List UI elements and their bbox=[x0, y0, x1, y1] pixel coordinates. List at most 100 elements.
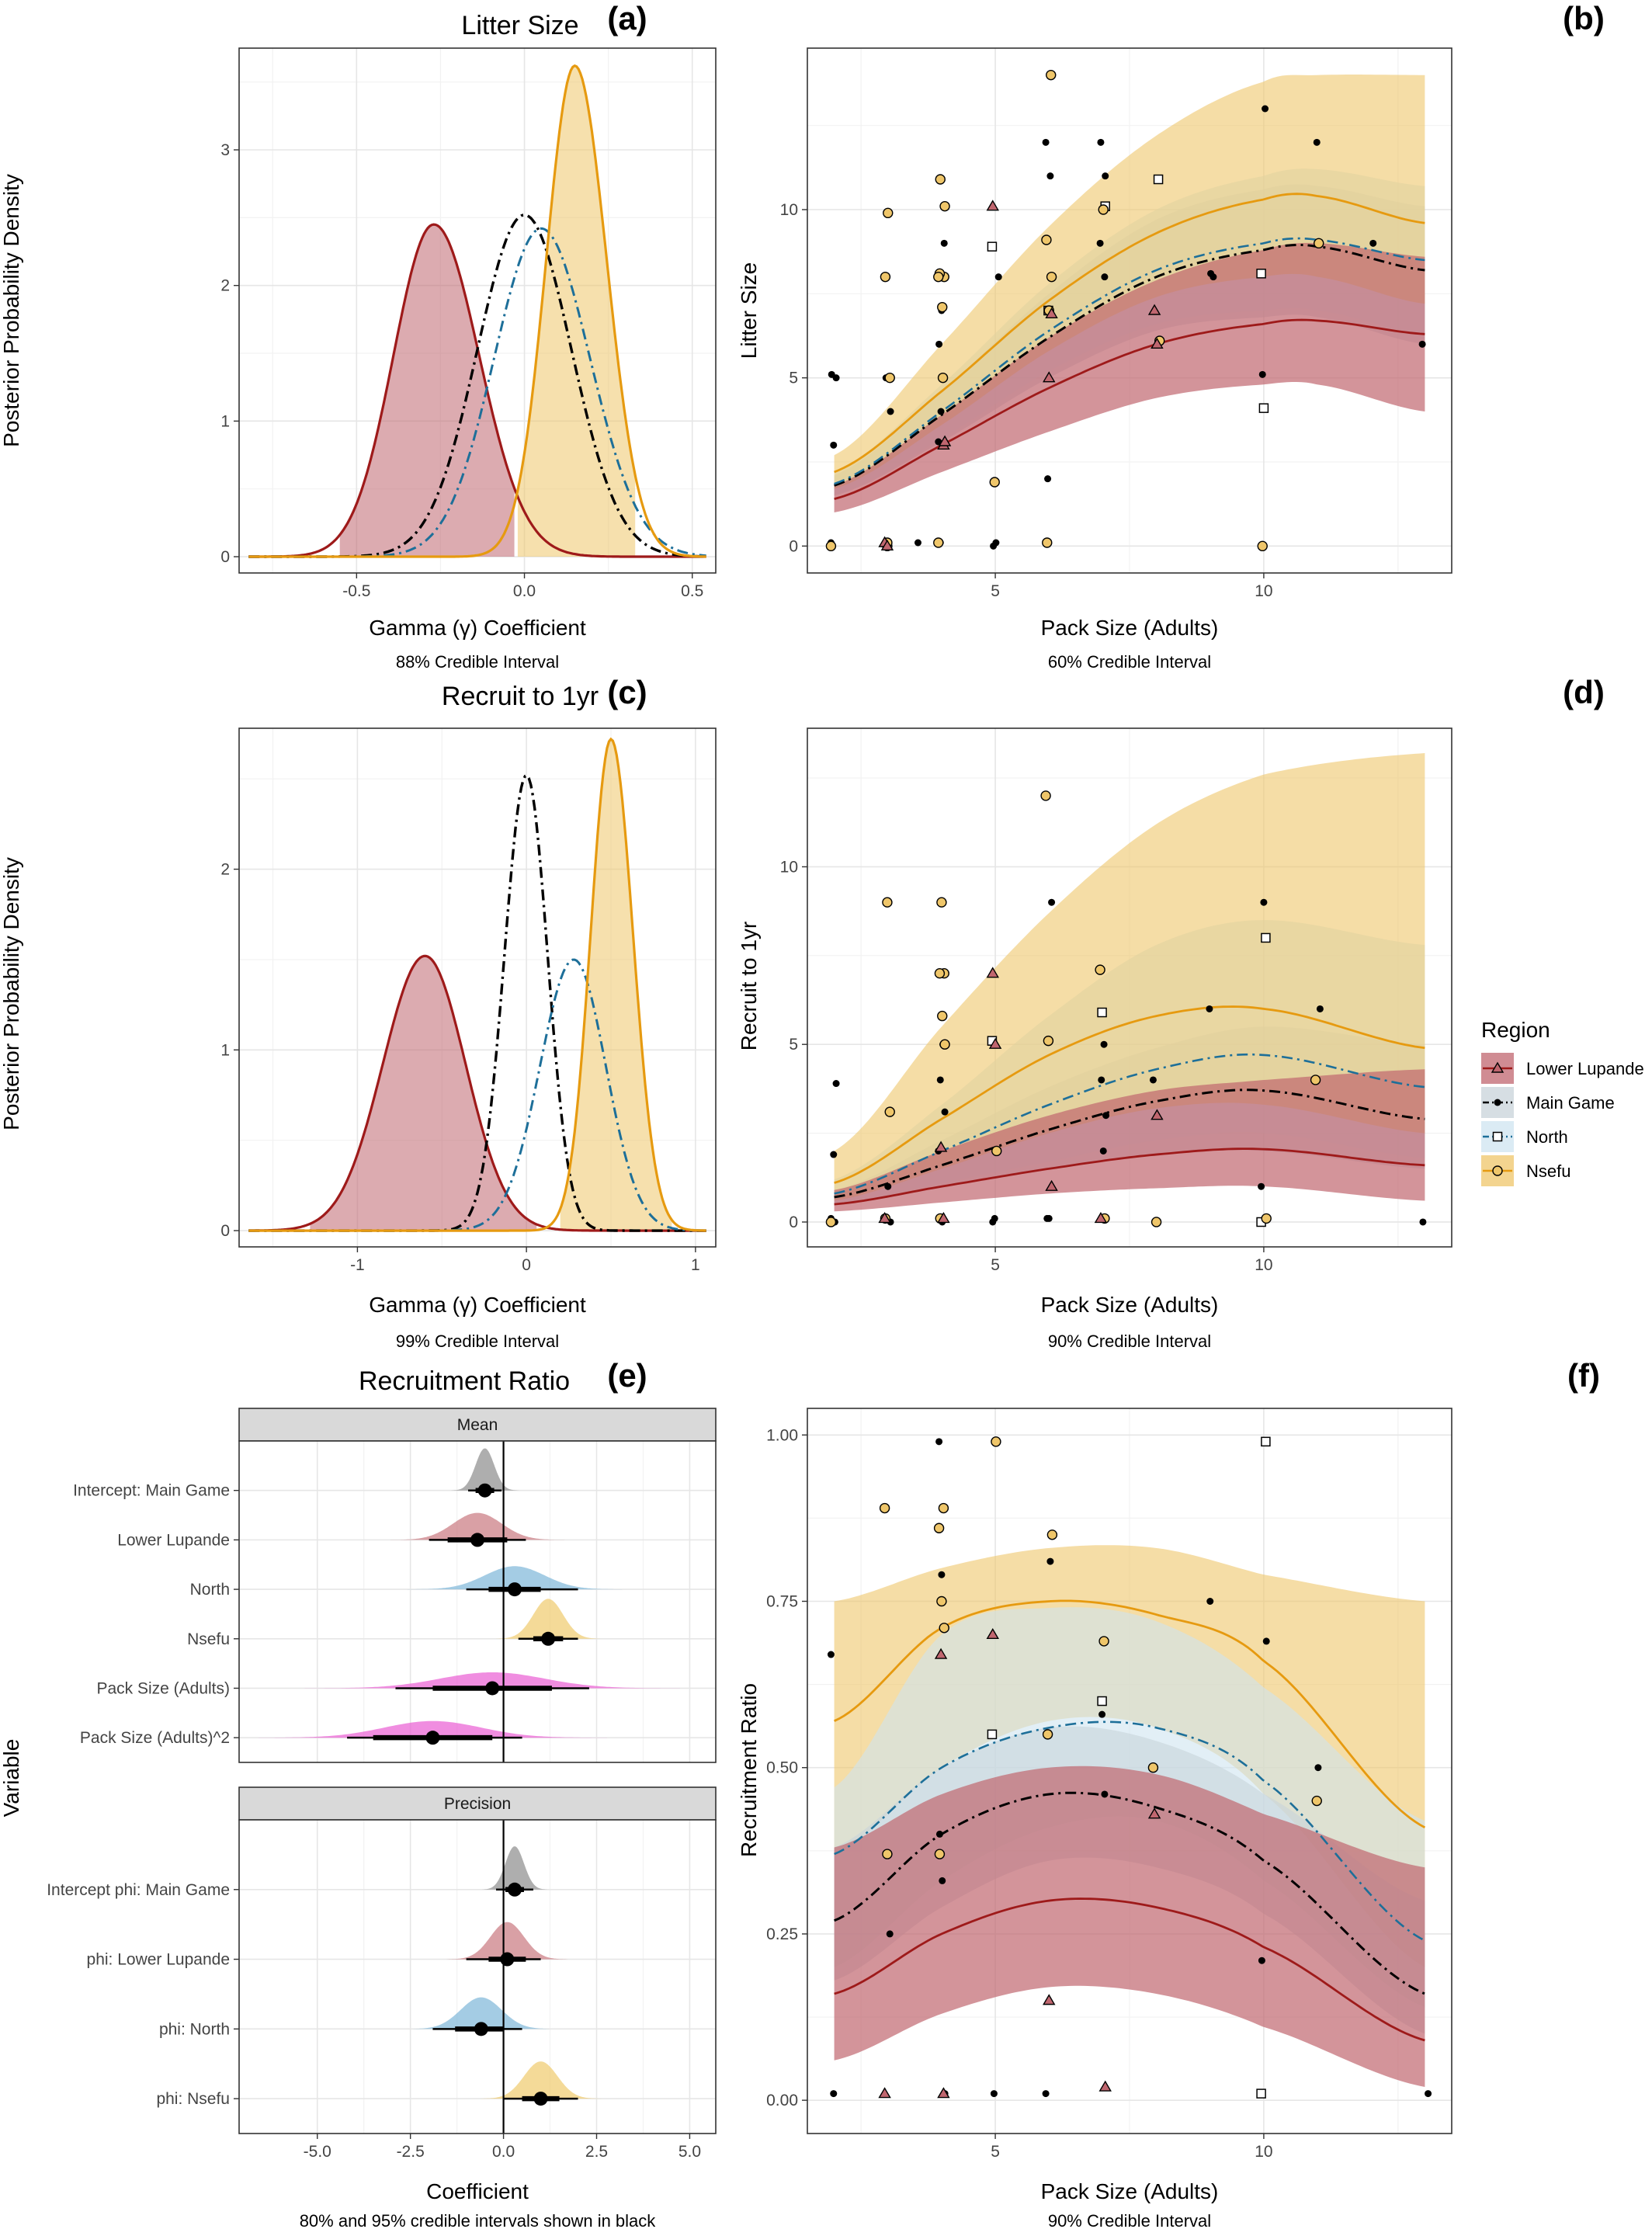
panel-b-point-lower-lupande bbox=[1147, 304, 1161, 315]
panel-f-point-nsefu bbox=[1311, 1795, 1322, 1807]
panel-c-density-line-nsefu bbox=[248, 737, 706, 1232]
panel-e-precision-border bbox=[238, 1819, 717, 2134]
panel-c-label: (c) bbox=[607, 674, 647, 710]
panel-d-fit-line-main-game bbox=[834, 1088, 1425, 1199]
panel-d-x-tick-label: 10 bbox=[1255, 1256, 1272, 1274]
panel-d-point-main-game bbox=[1048, 898, 1056, 906]
panel-b-point-nsefu bbox=[1041, 234, 1052, 245]
panel-f-point-main-game bbox=[1098, 1710, 1106, 1718]
panel-b-point-main-game bbox=[887, 408, 894, 415]
panel-e-mean-point bbox=[507, 1882, 522, 1897]
panel-b-point-nsefu bbox=[1046, 69, 1057, 81]
panel-b-point-nsefu bbox=[825, 540, 837, 552]
panel-b-point-north bbox=[1258, 403, 1269, 413]
panel-b-point-lower-lupande bbox=[938, 435, 952, 446]
legend-label-nsefu: Nsefu bbox=[1526, 1161, 1570, 1181]
panel-b-point-main-game bbox=[994, 273, 1002, 281]
panel-f-y-tick-label: 1.00 bbox=[766, 1426, 798, 1444]
panel-b-point-main-game bbox=[1101, 273, 1109, 281]
panel-e-density-phi-north bbox=[407, 1997, 555, 2029]
panel-b-point-lower-lupande bbox=[880, 539, 894, 551]
panel-b-y-tick-label: 5 bbox=[789, 370, 798, 387]
panel-d-point-lower-lupande bbox=[937, 1212, 950, 1224]
panel-e-x-axis-label: Coefficient bbox=[426, 2179, 529, 2203]
panel-f-point-main-game bbox=[1314, 1764, 1322, 1772]
panel-d-point-main-game bbox=[1100, 1040, 1108, 1048]
panel-e-density-pack-size-adults-2 bbox=[258, 1720, 607, 1738]
panel-b-y-axis-label: Litter Size bbox=[737, 262, 761, 359]
panel-a-ci-area-nsefu bbox=[517, 65, 636, 557]
panel-b-point-main-game bbox=[1044, 475, 1052, 483]
panel-d-point-north bbox=[1097, 1007, 1107, 1018]
panel-e-row-label: phi: Lower Lupande bbox=[87, 1951, 230, 1969]
panel-b-point-main-game bbox=[1369, 239, 1377, 247]
panel-c-y-tick-label: 1 bbox=[220, 1041, 230, 1059]
panel-d-point-nsefu bbox=[936, 897, 947, 908]
panel-d-fit-line-nsefu bbox=[834, 1005, 1425, 1184]
panel-a-y-tick-label: 3 bbox=[220, 141, 230, 159]
panel-b-y-tick-label: 0 bbox=[789, 537, 798, 555]
panel-a: Litter Size (a) -0.5 0.0 0.5 0 1 2 3 Gamma (γ… bbox=[0, 0, 717, 672]
panel-e-row-label: Pack Size (Adults)^2 bbox=[80, 1729, 230, 1747]
panel-f-ribbon-lower-lupande bbox=[834, 1766, 1425, 2087]
panel-b-point-main-game bbox=[937, 408, 945, 415]
panel-a-y-tick-label: 2 bbox=[220, 277, 230, 295]
panel-f-fit-line-north bbox=[834, 1720, 1426, 1942]
panel-d-point-nsefu bbox=[937, 1010, 948, 1022]
panel-e-row-label: Intercept phi: Main Game bbox=[47, 1881, 230, 1899]
panel-e-x-tick-label: -5.0 bbox=[304, 2143, 331, 2161]
panel-f-point-main-game bbox=[935, 1438, 943, 1446]
panel-d-point-main-game bbox=[1149, 1076, 1157, 1084]
panel-f-y-axis-label: Recruitment Ratio bbox=[737, 1683, 761, 1857]
panel-e-y-axis-label: Variable bbox=[0, 1739, 23, 1818]
panel-d-y-ticks: 0 5 10 bbox=[780, 858, 807, 1231]
panel-e-mean-row-labels: Intercept: Main Game Lower Lupande North Ns… bbox=[73, 1482, 239, 1747]
panel-a-x-axis-label: Gamma (γ) Coefficient bbox=[369, 616, 586, 640]
panel-b-point-nsefu bbox=[1257, 540, 1268, 552]
panel-b-point-nsefu bbox=[883, 207, 894, 219]
panel-a-y-tick-label: 1 bbox=[220, 412, 230, 430]
panel-a-density-line-nsefu bbox=[248, 64, 706, 558]
panel-d-point-nsefu bbox=[1040, 790, 1051, 801]
panel-e-density-phi-lower-lupande bbox=[446, 1922, 568, 1960]
panel-e: Recruitment Ratio (e) Mean Intercept: Ma… bbox=[0, 1357, 717, 2231]
panel-f-point-main-game bbox=[1425, 2090, 1432, 2098]
panel-f-point-north bbox=[987, 1729, 998, 1740]
panel-b-point-nsefu bbox=[1042, 537, 1053, 548]
panel-d-border bbox=[807, 727, 1452, 1248]
panel-e-x-ticks: -5.0 -2.5 0.0 2.5 5.0 bbox=[304, 2134, 701, 2161]
panel-f-point-lower-lupande bbox=[1098, 2080, 1112, 2092]
panel-d-y-tick-label: 0 bbox=[789, 1213, 798, 1231]
panel-f-point-lower-lupande bbox=[934, 1647, 948, 1659]
panel-c-border bbox=[238, 727, 717, 1248]
panel-f-point-lower-lupande bbox=[1043, 1994, 1056, 2005]
panel-f-point-main-game bbox=[1258, 1956, 1265, 1964]
panel-f-y-tick-label: 0.75 bbox=[766, 1592, 798, 1610]
panel-c-ci-area-nsefu bbox=[560, 739, 672, 1231]
panel-d-point-nsefu bbox=[1310, 1075, 1321, 1085]
panel-b-point-lower-lupande bbox=[1045, 307, 1058, 319]
panel-a-ci-area-lower-lupande bbox=[339, 224, 515, 557]
panel-f-border bbox=[807, 1408, 1452, 2134]
panel-f-fit-line-main-game bbox=[833, 1791, 1426, 1995]
panel-b-point-main-game bbox=[828, 370, 835, 378]
panel-d-point-main-game bbox=[1419, 1218, 1427, 1226]
panel-b-border bbox=[807, 47, 1452, 574]
panel-b-point-main-game bbox=[1313, 138, 1321, 146]
panel-e-x-tick-label: -2.5 bbox=[397, 2143, 425, 2161]
panel-a-y-ticks: 0 1 2 3 bbox=[220, 141, 239, 566]
panel-b-point-lower-lupande bbox=[986, 200, 999, 211]
panel-d-y-axis-label: Recruit to 1yr bbox=[737, 922, 761, 1051]
panel-b-point-nsefu bbox=[989, 477, 1000, 488]
panel-d: (d) 5 10 0 5 10 Pack Size (Adults) Recruit … bbox=[737, 674, 1605, 1351]
panel-a-x-tick-label: 0.5 bbox=[681, 582, 703, 600]
panel-f-point-main-game bbox=[1206, 1597, 1214, 1605]
panel-e-label: (e) bbox=[607, 1357, 647, 1394]
panel-f-point-nsefu bbox=[879, 1502, 890, 1514]
panel-d-point-main-game bbox=[936, 1076, 944, 1084]
panel-d-point-main-game bbox=[1316, 1005, 1324, 1012]
panel-d-point-nsefu bbox=[1095, 964, 1105, 975]
panel-e-density-lower-lupande bbox=[390, 1512, 565, 1540]
panel-d-point-main-game bbox=[830, 1151, 838, 1158]
panel-b-point-nsefu bbox=[1098, 204, 1109, 215]
